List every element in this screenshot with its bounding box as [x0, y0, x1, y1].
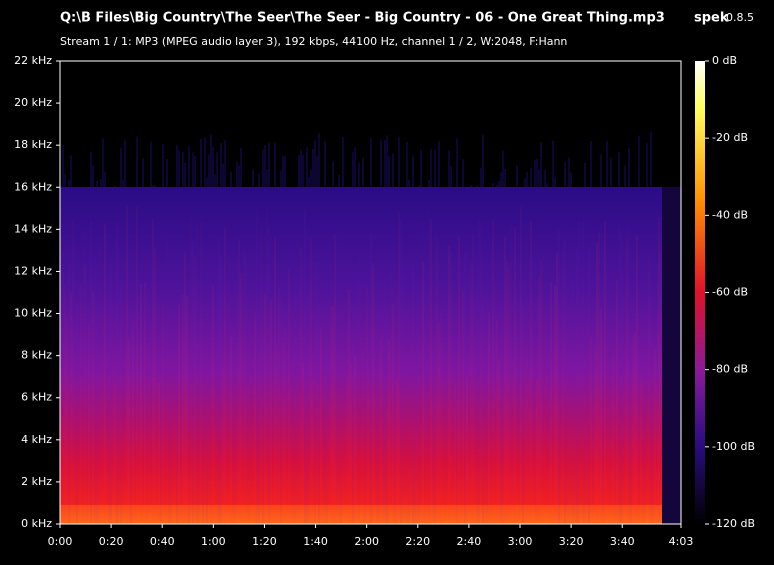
spectrogram-low	[60, 505, 662, 524]
x-tick-label: 3:40	[610, 535, 635, 548]
plot-frame	[59, 60, 682, 525]
colorbar-tick-label: 0 dB	[712, 54, 737, 67]
colorbar	[695, 61, 705, 524]
y-tick-label: 18 kHz	[14, 138, 52, 151]
y-tick-label: 12 kHz	[14, 264, 52, 277]
y-tick-label: 2 kHz	[21, 475, 52, 488]
spectrogram-tail	[662, 187, 681, 524]
y-tick-label: 8 kHz	[21, 349, 52, 362]
app-version: 0.8.5	[726, 11, 754, 24]
y-tick-label: 6 kHz	[21, 391, 52, 404]
spectrogram-body	[60, 187, 662, 524]
spectrogram	[60, 132, 681, 524]
x-tick-label: 2:40	[457, 535, 482, 548]
colorbar-tick-label: -60 dB	[712, 286, 748, 299]
y-tick-label: 22 kHz	[14, 54, 52, 67]
x-tick-label: 0:00	[48, 535, 73, 548]
x-tick-label: 0:20	[99, 535, 124, 548]
y-tick-label: 0 kHz	[21, 517, 52, 530]
y-tick-label: 16 kHz	[14, 180, 52, 193]
colorbar-tick-label: -40 dB	[712, 208, 748, 221]
x-tick-label: 3:00	[508, 535, 533, 548]
x-tick-label: 0:40	[150, 535, 175, 548]
x-tick-label: 1:40	[303, 535, 328, 548]
stream-info: Stream 1 / 1: MP3 (MPEG audio layer 3), …	[60, 35, 567, 48]
x-tick-label: 3:20	[559, 535, 584, 548]
x-tick-label: 2:00	[354, 535, 379, 548]
colorbar-tick-label: -80 dB	[712, 363, 748, 376]
x-tick-label: 1:20	[252, 535, 277, 548]
colorbar-tick-label: -100 dB	[712, 440, 755, 453]
colorbar-tick-label: -20 dB	[712, 131, 748, 144]
y-tick-label: 20 kHz	[14, 96, 52, 109]
y-tick-label: 10 kHz	[14, 307, 52, 320]
app-name: spek	[694, 11, 729, 26]
x-tick-label: 4:03	[669, 535, 694, 548]
y-tick-label: 4 kHz	[21, 433, 52, 446]
colorbar-tick-label: -120 dB	[712, 517, 755, 530]
title: Q:\B Files\Big Country\The Seer\The Seer…	[60, 11, 665, 26]
y-tick-label: 14 kHz	[14, 222, 52, 235]
x-tick-label: 2:20	[405, 535, 430, 548]
x-tick-label: 1:00	[201, 535, 226, 548]
